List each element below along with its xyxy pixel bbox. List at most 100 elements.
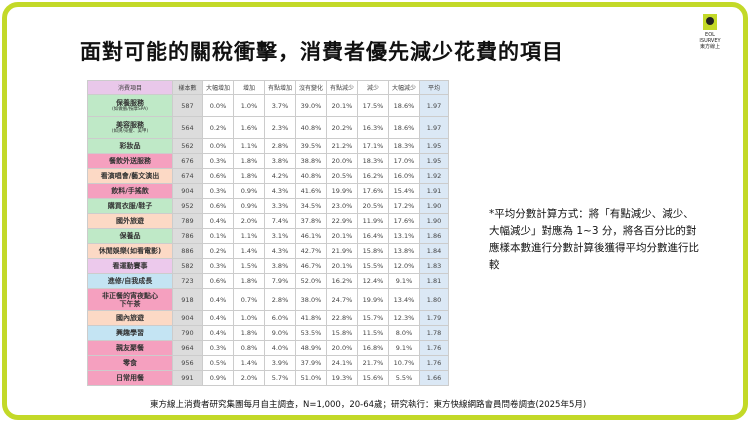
logo-text: 東方線上 xyxy=(699,44,720,50)
percent-cell: 24.7% xyxy=(326,288,358,311)
percent-cell: 1.4% xyxy=(233,243,265,259)
item-cell: 日常用餐 xyxy=(87,370,173,386)
percent-cell: 0.9% xyxy=(233,198,265,214)
item-cell: 興趣學習 xyxy=(87,325,173,341)
percent-cell: 6.0% xyxy=(264,310,296,326)
percent-cell: 11.9% xyxy=(357,213,389,229)
item-label: 國內旅遊 xyxy=(116,314,144,322)
column-header: 大幅減少 xyxy=(388,80,420,95)
average-cell: 1.78 xyxy=(419,325,449,341)
sample-size: 674 xyxy=(172,168,203,184)
percent-cell: 18.3% xyxy=(357,153,389,169)
average-cell: 1.66 xyxy=(419,370,449,386)
item-label: 興趣學習 xyxy=(116,329,144,337)
item-label: 休閒娛樂(如看電影) xyxy=(98,247,162,255)
item-label: 保養品 xyxy=(119,232,141,240)
percent-cell: 1.0% xyxy=(233,94,265,117)
item-cell: 餐飲外送服務 xyxy=(87,153,173,169)
item-label: 非正餐的宵夜點心 xyxy=(102,291,158,300)
table-row: 親友聚餐 964 0.3% 0.8% 4.0% 48.9% 20.0% 16.8% 9.1% 1.… xyxy=(87,340,449,356)
percent-cell: 20.5% xyxy=(357,198,389,214)
percent-cell: 12.4% xyxy=(357,273,389,289)
percent-cell: 20.2% xyxy=(326,116,358,139)
percent-cell: 0.4% xyxy=(202,310,234,326)
item-cell: 看運動賽事 xyxy=(87,258,173,274)
percent-cell: 20.0% xyxy=(326,340,358,356)
percent-cell: 20.0% xyxy=(326,153,358,169)
percent-cell: 0.2% xyxy=(202,243,234,259)
item-cell: 國外旅遊 xyxy=(87,213,173,229)
sample-size: 918 xyxy=(172,288,203,311)
item-sublabel: (如做臉/按摩SPA) xyxy=(112,107,148,112)
sample-size: 964 xyxy=(172,340,203,356)
table-row: 購買衣服/鞋子 952 0.6% 0.9% 3.3% 34.5% 23.0% 20.5% 17.… xyxy=(87,198,449,214)
percent-cell: 3.1% xyxy=(264,228,296,244)
sample-size: 562 xyxy=(172,138,203,154)
table-row: 美容服務 (如燙/染髮、美甲) 564 0.2% 1.6% 2.3% 40.8% 20.2% 1… xyxy=(87,116,449,139)
column-header: 增加 xyxy=(233,80,265,95)
table-row: 餐飲外送服務 676 0.3% 1.8% 3.8% 38.8% 20.0% 18.3% 17.0… xyxy=(87,153,449,169)
percent-cell: 40.8% xyxy=(295,116,327,139)
percent-cell: 2.3% xyxy=(264,116,296,139)
sample-size: 952 xyxy=(172,198,203,214)
percent-cell: 1.5% xyxy=(233,258,265,274)
percent-cell: 3.3% xyxy=(264,198,296,214)
percent-cell: 2.0% xyxy=(233,370,265,386)
percent-cell: 12.0% xyxy=(388,258,420,274)
page-title: 面對可能的關稅衝擊，消費者優先減少花費的項目 xyxy=(80,40,564,64)
percent-cell: 51.0% xyxy=(295,370,327,386)
spending-table: 消費項目 樣本數 大幅增加 增加 有點增加 沒有變化 有點減少 減少 大幅減少 平均 保養服務 (如… xyxy=(87,80,449,386)
percent-cell: 17.1% xyxy=(357,138,389,154)
table-row: 休閒娛樂(如看電影) 886 0.2% 1.4% 4.3% 42.7% 21.9% 15.8%… xyxy=(87,243,449,259)
table-row: 興趣學習 790 0.4% 1.8% 9.0% 53.5% 15.8% 11.5% 8.0% 1.… xyxy=(87,325,449,341)
item-cell: 親友聚餐 xyxy=(87,340,173,356)
table-row: 國內旅遊 904 0.4% 1.0% 6.0% 41.8% 22.8% 15.7% 12.3% 1… xyxy=(87,310,449,326)
percent-cell: 16.0% xyxy=(388,168,420,184)
item-cell: 非正餐的宵夜點心 下午茶 xyxy=(87,288,173,311)
percent-cell: 37.9% xyxy=(295,355,327,371)
average-cell: 1.80 xyxy=(419,288,449,311)
percent-cell: 38.8% xyxy=(295,153,327,169)
percent-cell: 0.4% xyxy=(202,325,234,341)
percent-cell: 9.0% xyxy=(264,325,296,341)
percent-cell: 17.5% xyxy=(357,94,389,117)
percent-cell: 0.2% xyxy=(202,116,234,139)
percent-cell: 8.0% xyxy=(388,325,420,341)
percent-cell: 22.8% xyxy=(326,310,358,326)
percent-cell: 1.0% xyxy=(233,310,265,326)
percent-cell: 52.0% xyxy=(295,273,327,289)
item-label: 美容服務 xyxy=(116,121,144,129)
sample-size: 904 xyxy=(172,310,203,326)
table-row: 保養服務 (如做臉/按摩SPA) 587 0.0% 1.0% 3.7% 39.0% 20.1%… xyxy=(87,94,449,117)
percent-cell: 1.8% xyxy=(233,273,265,289)
percent-cell: 24.1% xyxy=(326,355,358,371)
table-row: 彩妝品 562 0.0% 1.1% 2.8% 39.5% 21.2% 17.1% 18.3% 1.… xyxy=(87,138,449,154)
item-label: 看演唱會/藝文演出 xyxy=(100,172,160,180)
percent-cell: 39.5% xyxy=(295,138,327,154)
percent-cell: 19.3% xyxy=(326,370,358,386)
item-cell: 看演唱會/藝文演出 xyxy=(87,168,173,184)
sample-size: 991 xyxy=(172,370,203,386)
column-header: 有點增加 xyxy=(264,80,296,95)
item-label: 親友聚餐 xyxy=(116,344,144,352)
percent-cell: 1.1% xyxy=(233,228,265,244)
percent-cell: 2.8% xyxy=(264,138,296,154)
percent-cell: 4.3% xyxy=(264,243,296,259)
sample-size: 564 xyxy=(172,116,203,139)
percent-cell: 15.6% xyxy=(357,370,389,386)
item-cell: 飲料/手搖飲 xyxy=(87,183,173,199)
percent-cell: 3.9% xyxy=(264,355,296,371)
percent-cell: 13.1% xyxy=(388,228,420,244)
percent-cell: 23.0% xyxy=(326,198,358,214)
percent-cell: 53.5% xyxy=(295,325,327,341)
percent-cell: 1.8% xyxy=(233,325,265,341)
item-label: 保養服務 xyxy=(116,99,144,107)
percent-cell: 16.3% xyxy=(357,116,389,139)
average-note: *平均分數計算方式：將「有點減少、減少、大幅減少」對應為 1~3 分，將各百分比… xyxy=(489,208,699,271)
percent-cell: 18.6% xyxy=(388,94,420,117)
percent-cell: 0.0% xyxy=(202,138,234,154)
item-label: 看運動賽事 xyxy=(112,262,148,270)
sample-size: 956 xyxy=(172,355,203,371)
table-row: 保養品 786 0.1% 1.1% 3.1% 46.1% 20.1% 16.4% 13.1% 1.… xyxy=(87,228,449,244)
percent-cell: 38.0% xyxy=(295,288,327,311)
